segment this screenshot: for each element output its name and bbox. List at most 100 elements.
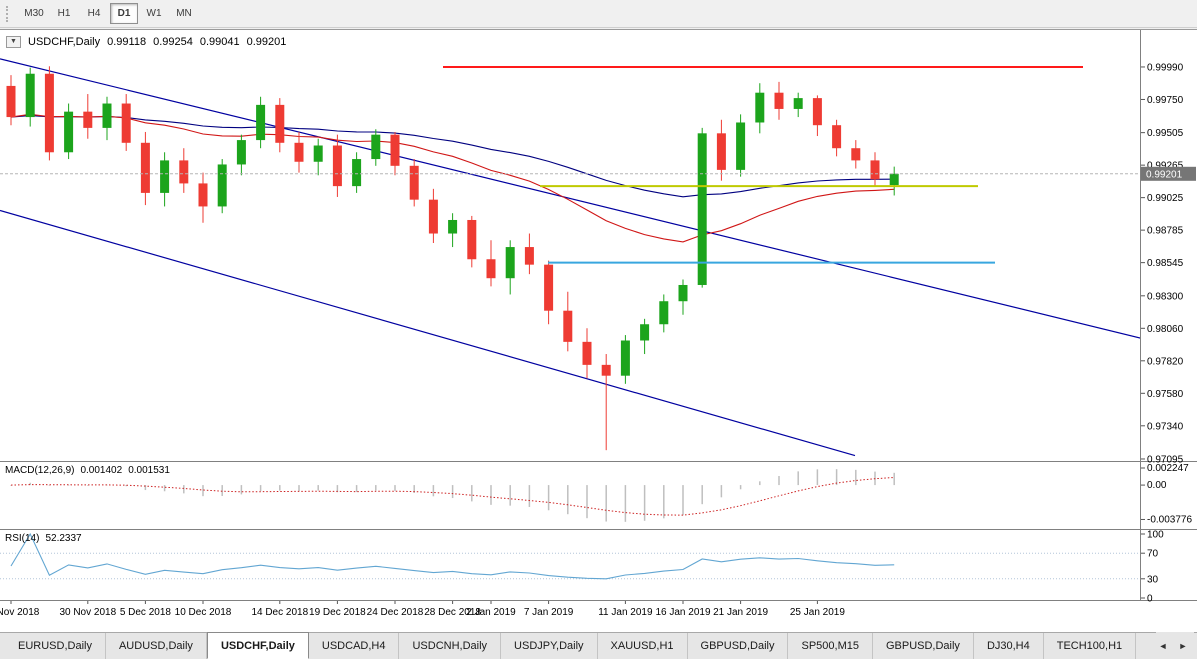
candle[interactable] [774, 81, 784, 120]
chart-tab-usdchf-daily[interactable]: USDCHF,Daily [206, 632, 309, 659]
current-price-tag-label: 0.99201 [1146, 169, 1183, 180]
tab-scroll-left-icon[interactable]: ◄ [1158, 640, 1168, 651]
price-chart-canvas[interactable]: 0.99990 0.99750 0.99505 0.99265 0.99025 0.987… [0, 30, 1197, 632]
candle[interactable] [851, 140, 861, 169]
timeframe-toolbar: M30 H1 H4 D1 W1 MN [0, 0, 1197, 28]
chart-tab-usdjpy-daily[interactable]: USDJPY,Daily [501, 633, 598, 659]
macd-bar [394, 485, 396, 491]
candle[interactable] [409, 159, 419, 207]
candle[interactable] [697, 127, 707, 288]
chart-tab-gbpusd-daily[interactable]: GBPUSD,Daily [873, 633, 974, 659]
chart-tab-usdcad-h4[interactable]: USDCAD,H4 [309, 633, 400, 659]
candle[interactable] [659, 294, 669, 333]
candle[interactable] [371, 129, 381, 166]
macd-bar [663, 485, 665, 519]
candle[interactable] [467, 215, 477, 268]
timeframe-button-mn[interactable]: MN [176, 8, 192, 19]
candle[interactable] [102, 96, 112, 141]
candle[interactable] [179, 148, 189, 193]
candle[interactable] [716, 119, 726, 181]
timeframe-button-m30[interactable]: M30 [24, 8, 44, 19]
macd-bar [240, 485, 243, 495]
chart-tab-usdcnh-daily[interactable]: USDCNH,Daily [399, 633, 502, 659]
candle[interactable] [524, 233, 534, 275]
candle[interactable] [140, 131, 150, 206]
time-axis-label: 19 Dec 2018 [309, 607, 366, 618]
candle[interactable] [256, 96, 266, 149]
timeframe-button-d1[interactable]: D1 [110, 3, 138, 24]
candle[interactable] [812, 95, 822, 137]
macd-bar [87, 485, 89, 486]
macd-indicator-label: MACD(12,26,9) 0.001402 0.001531 [5, 465, 170, 476]
ma-slow-line[interactable] [10, 115, 895, 198]
chart-tab-dj30-h4[interactable]: DJ30,H4 [974, 633, 1044, 659]
chart-tab-gbpusd-daily[interactable]: GBPUSD,Daily [688, 633, 789, 659]
macd-bar [29, 482, 31, 486]
candle[interactable] [25, 67, 35, 127]
rsi-axis-label: 70 [1147, 549, 1159, 560]
tab-scroll-arrows: ◄ ► [1156, 632, 1194, 659]
chart-tab-eurusd-daily[interactable]: EURUSD,Daily [5, 633, 106, 659]
chart-tab-audusd-daily[interactable]: AUDUSD,Daily [106, 633, 207, 659]
candle[interactable] [620, 335, 630, 384]
candle[interactable] [217, 159, 227, 214]
candle[interactable] [793, 92, 803, 118]
trend-channel-upper-line[interactable] [0, 58, 1150, 341]
chart-menu-icon[interactable]: ▼ [6, 36, 21, 48]
candle[interactable] [352, 152, 362, 193]
candle[interactable] [275, 98, 285, 153]
price-axis[interactable] [1141, 30, 1197, 601]
macd-panel[interactable] [10, 469, 895, 522]
candle[interactable] [640, 318, 650, 355]
chart-tab-sp500-m15[interactable]: SP500,M15 [788, 633, 873, 659]
candle[interactable] [121, 94, 131, 151]
candle[interactable] [486, 240, 496, 287]
trend-channel-lower-line[interactable] [0, 209, 856, 457]
time-axis[interactable] [0, 601, 1197, 632]
candle[interactable] [601, 354, 611, 451]
price-axis-label: 0.99025 [1147, 193, 1184, 204]
macd-bar [547, 485, 550, 511]
candle[interactable] [544, 260, 554, 325]
candle[interactable] [582, 328, 592, 379]
candle[interactable] [6, 75, 16, 126]
candle[interactable] [236, 134, 246, 176]
macd-bar [279, 485, 281, 491]
candle[interactable] [313, 138, 323, 176]
price-axis-label: 0.97820 [1147, 356, 1184, 367]
candle[interactable] [889, 166, 899, 196]
candle[interactable] [332, 134, 342, 197]
macd-bar [797, 471, 799, 486]
candle[interactable] [505, 240, 515, 295]
candle[interactable] [428, 188, 438, 243]
candle[interactable] [44, 66, 54, 161]
candle[interactable] [294, 131, 304, 173]
candle[interactable] [736, 114, 746, 177]
candle[interactable] [83, 94, 93, 139]
tab-scroll-right-icon[interactable]: ► [1178, 640, 1188, 651]
timeframe-button-h1[interactable]: H1 [57, 8, 71, 19]
candle[interactable] [390, 131, 400, 176]
candle[interactable] [198, 172, 208, 223]
macd-bar [336, 485, 339, 493]
ma-fast-line[interactable] [10, 113, 895, 243]
candle[interactable] [160, 152, 170, 207]
chart-tab-xauusd-h1[interactable]: XAUUSD,H1 [598, 633, 688, 659]
candle[interactable] [64, 103, 74, 160]
main-chart-panel[interactable] [0, 58, 1150, 457]
time-axis-label: 11 Jan 2019 [598, 607, 653, 618]
timeframe-button-h4[interactable]: H4 [87, 8, 101, 19]
timeframe-button-w1[interactable]: W1 [146, 8, 162, 19]
candle[interactable] [832, 119, 842, 157]
macd-bar [183, 485, 185, 494]
candle[interactable] [448, 213, 458, 248]
candle[interactable] [755, 83, 765, 134]
toolbar-grip[interactable] [6, 5, 12, 22]
time-axis-label: 10 Dec 2018 [175, 607, 232, 618]
chart-tab-tech100-h1[interactable]: TECH100,H1 [1044, 633, 1137, 659]
candle[interactable] [678, 279, 688, 315]
macd-bar [125, 485, 127, 487]
candle[interactable] [870, 152, 880, 187]
candle[interactable] [563, 291, 573, 352]
rsi-panel[interactable] [0, 532, 1140, 580]
